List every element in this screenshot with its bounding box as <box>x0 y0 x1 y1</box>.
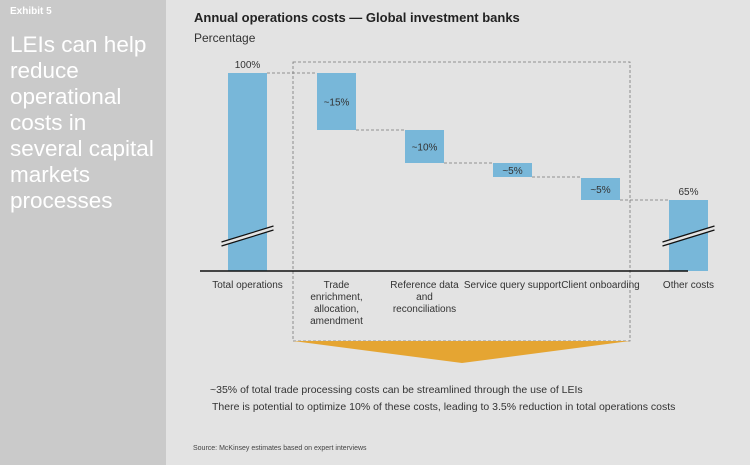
note-2: There is potential to optimize 10% of th… <box>212 401 676 413</box>
sidebar-panel: Exhibit 5 LEIs can help reduce operation… <box>0 0 166 465</box>
category-label: Trade enrichment, allocation, amendment <box>310 280 363 327</box>
bar-4 <box>581 178 620 200</box>
category-label: Reference data and reconciliations <box>390 280 459 315</box>
bar-3 <box>493 163 532 177</box>
data-label-5: 65% <box>678 187 698 198</box>
chart-title: Annual operations costs — Global investm… <box>194 10 520 25</box>
bar-1 <box>317 73 356 130</box>
bracket-box <box>292 61 631 342</box>
bracket-triangle <box>293 341 630 363</box>
headline: LEIs can help reduce operational costs i… <box>10 32 154 213</box>
axis-break-line <box>221 229 274 247</box>
data-label-3: ~5% <box>502 166 522 177</box>
category-label: Service query support <box>463 280 562 291</box>
axis-break-line <box>221 225 274 243</box>
axis-break-line <box>662 225 715 243</box>
data-label-4: ~5% <box>590 185 610 196</box>
data-label-1: ~15% <box>324 98 350 109</box>
y-axis-label: Percentage <box>194 31 256 45</box>
bar-2 <box>405 130 444 163</box>
data-label-0: 100% <box>235 60 261 71</box>
category-label: Client onboarding <box>561 280 640 291</box>
data-label-2: ~10% <box>412 143 438 154</box>
note-1: ~35% of total trade processing costs can… <box>210 384 583 396</box>
exhibit-label: Exhibit 5 <box>10 6 52 17</box>
source-note: Source: McKinsey estimates based on expe… <box>193 445 367 452</box>
axis-break-gap <box>662 226 715 246</box>
axis-break-gap <box>221 226 274 246</box>
category-label: Other costs <box>662 280 715 291</box>
axis-break-line <box>662 229 715 247</box>
category-label: Total operations <box>212 280 283 291</box>
